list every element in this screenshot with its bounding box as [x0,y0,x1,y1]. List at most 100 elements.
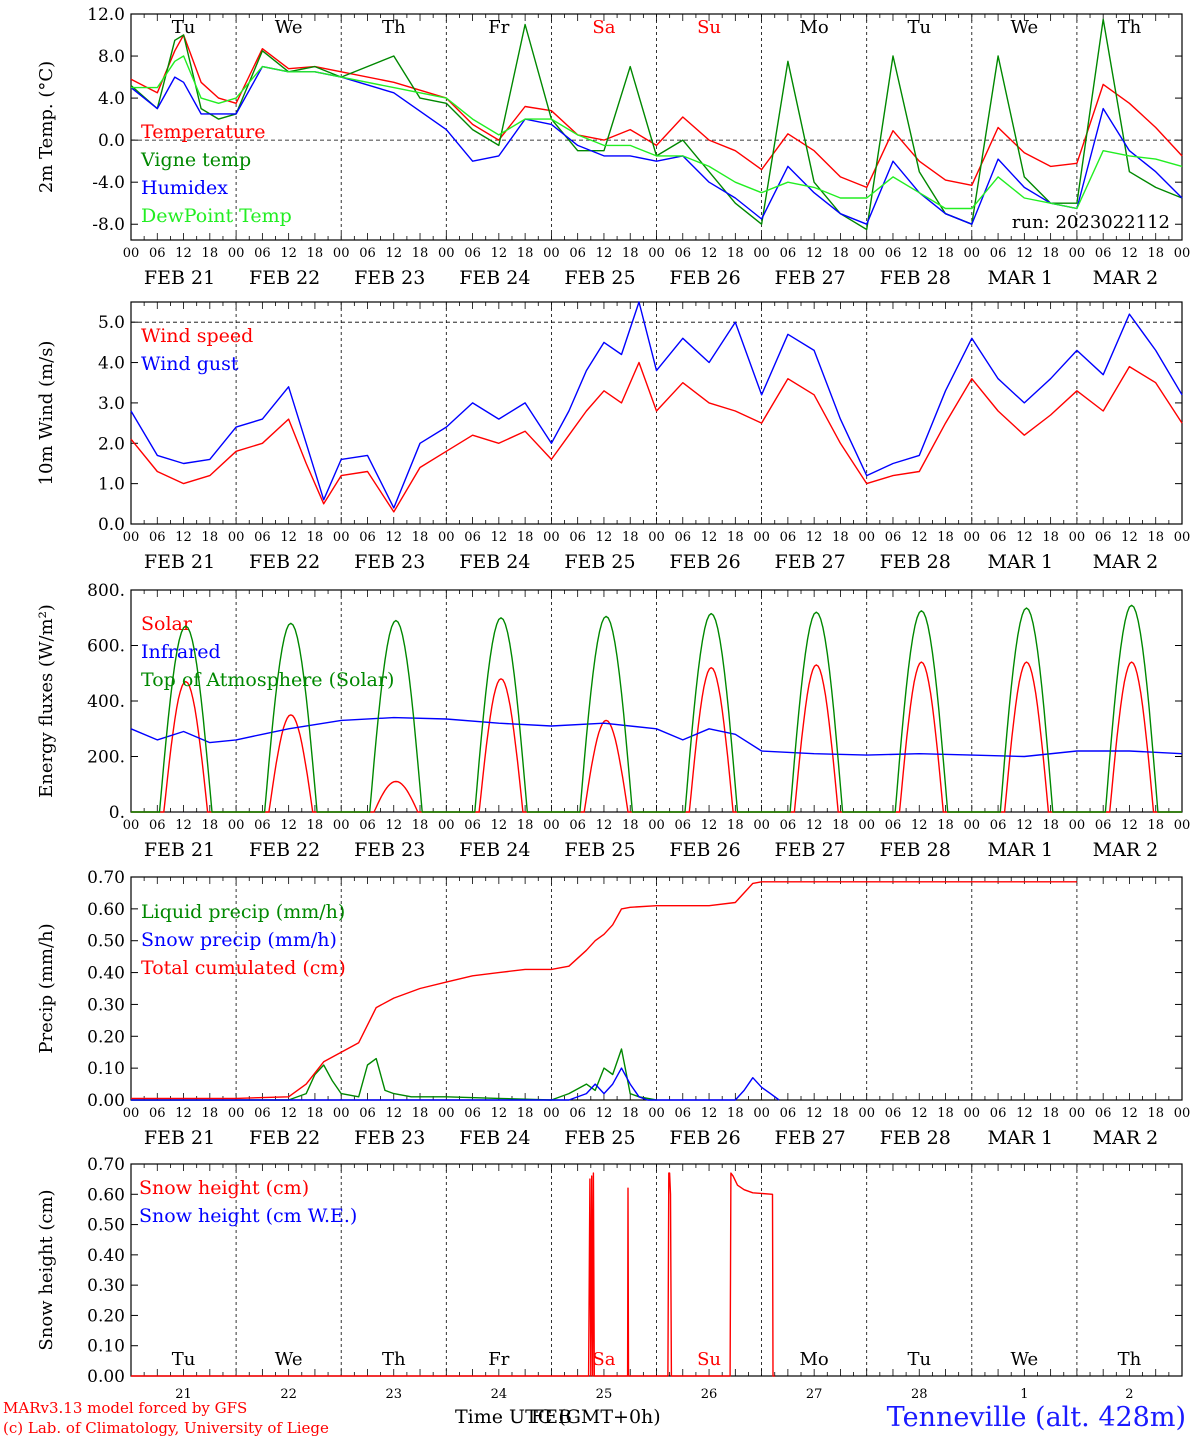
hour-tick-label: 06 [780,246,797,261]
hour-tick-label: 06 [675,1106,692,1121]
y-tick-label: 0.40 [87,964,125,984]
hour-tick-label: 06 [569,246,586,261]
weekday-label: Tu [907,1349,931,1370]
hour-tick-label: 12 [385,246,402,261]
weekday-label: Tu [907,17,931,38]
hour-tick-label: 00 [123,246,140,261]
day-label: FEB 23 [354,551,425,573]
hour-tick-label: 12 [1016,530,1033,545]
panel-temperature: -8.0 -4.0 0.0 4.0 8.0 12.0 2m Temp. (°C) 00 06 12… [36,5,1190,289]
hour-tick-label: 00 [1069,246,1086,261]
hour-tick-label: 06 [885,246,902,261]
hour-tick-label: 18 [202,246,219,261]
legend-entry: Liquid precip (mm/h) [141,901,345,923]
hour-tick-label: 00 [333,1106,350,1121]
day-number-label: 26 [701,1387,718,1402]
hour-tick-label: 00 [438,818,455,833]
hour-tick-label: 06 [1095,818,1112,833]
hour-tick-label: 12 [806,530,823,545]
day-number-label: 22 [280,1387,297,1402]
legend-entry: Wind gust [141,353,239,375]
hour-tick-label: 00 [543,1106,560,1121]
hour-tick-label: 00 [858,246,875,261]
weekday-label: Su [697,1349,721,1370]
hour-tick-label: 18 [307,246,324,261]
day-label: FEB 25 [564,267,635,289]
hour-tick-label: 12 [806,246,823,261]
series-line-snow-precip-mm-h- [131,1067,780,1101]
legend-entry: Snow height (cm) [139,1177,309,1199]
y-tick-label: 400. [87,692,125,712]
hour-tick-label: 18 [622,246,639,261]
y-tick-label: 3.0 [98,394,125,414]
weekday-label: Th [1118,1349,1142,1370]
run-label: run: 2023022112 [1012,212,1170,233]
hour-tick-label: 12 [596,1106,613,1121]
hour-tick-label: 18 [832,246,849,261]
hour-tick-label: 12 [701,1106,718,1121]
day-label: FEB 21 [144,551,215,573]
hour-tick-label: 00 [333,530,350,545]
day-label: FEB 26 [669,551,740,573]
weekday-label: Fr [488,1349,509,1370]
legend-entry: Snow height (cm W.E.) [139,1205,357,1227]
y-tick-label: 0.60 [87,1185,125,1205]
legend-entry: Infrared [141,641,221,663]
hour-tick-label: 12 [701,246,718,261]
hour-tick-label: 00 [543,818,560,833]
hour-tick-label: 18 [307,818,324,833]
hour-tick-label: 18 [622,1106,639,1121]
hour-tick-label: 06 [464,246,481,261]
hour-tick-label: 06 [359,818,376,833]
weekday-label: We [1011,1349,1039,1370]
hour-tick-label: 18 [937,818,954,833]
day-label: FEB 26 [669,267,740,289]
hour-tick-label: 06 [990,530,1007,545]
hour-tick-label: 12 [596,530,613,545]
day-label: FEB 28 [880,551,951,573]
hour-tick-label: 06 [569,530,586,545]
day-label: FEB 22 [249,1127,320,1149]
y-tick-label: 0. [109,803,125,823]
day-label: FEB 21 [144,267,215,289]
time-axis-overlap-text: FEB [531,1406,573,1428]
hour-tick-label: 06 [1095,530,1112,545]
hour-tick-label: 18 [412,1106,429,1121]
hour-tick-label: 18 [517,246,534,261]
day-label: FEB 27 [775,267,846,289]
weekday-label: Fr [488,17,509,38]
hour-tick-label: 12 [806,1106,823,1121]
hour-tick-label: 12 [1016,1106,1033,1121]
day-label: MAR 2 [1093,839,1159,861]
hour-tick-label: 00 [438,530,455,545]
hour-tick-label: 06 [359,246,376,261]
hour-tick-label: 06 [464,1106,481,1121]
hour-tick-label: 18 [937,246,954,261]
hour-tick-label: 12 [1016,246,1033,261]
hour-tick-label: 12 [385,530,402,545]
weekday-label: Tu [172,1349,196,1370]
series-line-dewpoint-temp [131,55,1183,210]
hour-tick-label: 12 [175,530,192,545]
hour-tick-label: 00 [753,818,770,833]
hour-tick-label: 00 [228,818,245,833]
hour-tick-label: 18 [832,818,849,833]
y-tick-label: 200. [87,748,125,768]
y-tick-label: 0.50 [87,1216,125,1236]
day-number-label: 24 [491,1387,508,1402]
hour-tick-label: 18 [1042,818,1059,833]
hour-tick-label: 12 [175,818,192,833]
day-label: FEB 23 [354,267,425,289]
panel-energy: 0. 200. 400. 600. 800. Energy fluxes (W/m²) 00… [36,581,1190,861]
hour-tick-label: 00 [123,1106,140,1121]
hour-tick-label: 18 [1147,818,1164,833]
hour-tick-label: 00 [1069,818,1086,833]
day-number-label: 23 [385,1387,402,1402]
hour-tick-label: 06 [359,530,376,545]
hour-tick-label: 06 [149,246,166,261]
hour-tick-label: 06 [990,818,1007,833]
series-line-liquid-precip-mm-h- [131,1048,657,1101]
hour-tick-label: 12 [385,818,402,833]
day-label: FEB 22 [249,267,320,289]
